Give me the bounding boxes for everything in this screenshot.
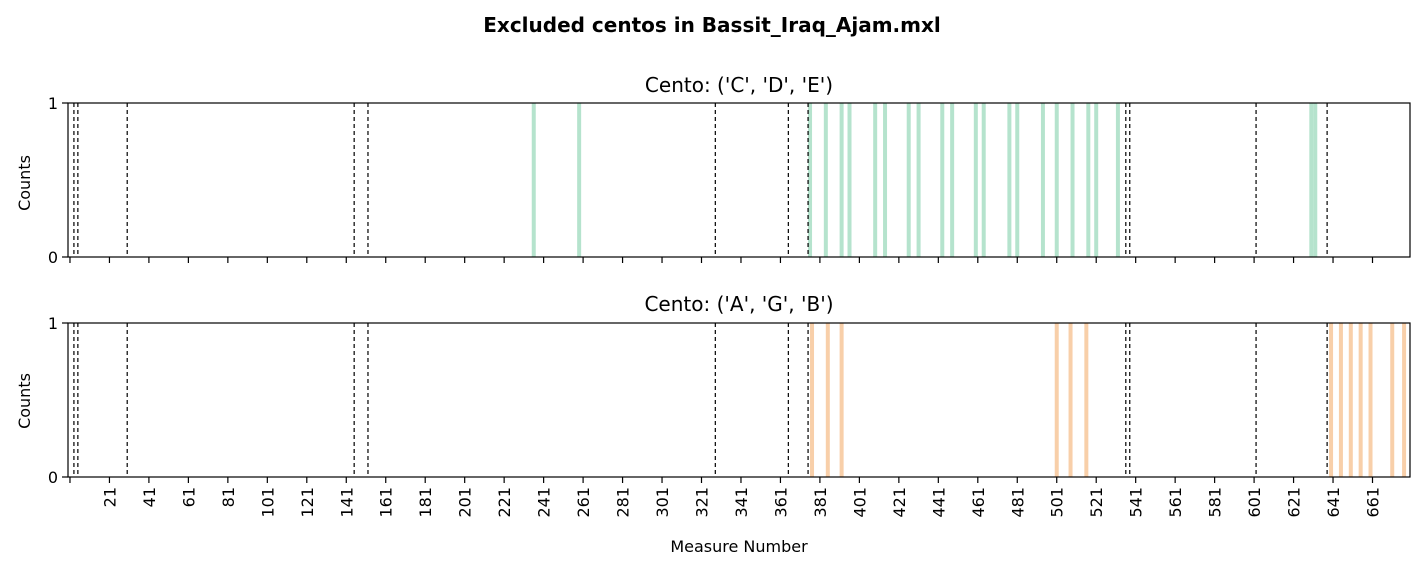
panel-top-bar [1070, 103, 1075, 257]
x-tick-label: 301 [653, 487, 672, 518]
x-tick-label: 541 [1127, 487, 1146, 518]
x-tick-label: 121 [298, 487, 317, 518]
x-tick-label: 61 [179, 487, 198, 507]
x-tick-label: 281 [614, 487, 633, 518]
panel-top-bar [873, 103, 878, 257]
panel-bottom-bar [1348, 323, 1353, 477]
x-tick-label: 161 [377, 487, 396, 518]
panel-bottom-bar [1084, 323, 1089, 477]
panel-top-bar [1115, 103, 1120, 257]
panel-top: Cento: ('C', 'D', 'E') Counts 01 [15, 73, 1411, 267]
x-tick-label: 361 [771, 487, 790, 518]
x-tick-label: 81 [219, 487, 238, 507]
panel-bottom-ylabel: Counts [15, 373, 34, 429]
panel-top-bar [1309, 103, 1314, 257]
panel-top-title: Cento: ('C', 'D', 'E') [645, 73, 833, 97]
panel-top-bar [847, 103, 852, 257]
x-tick-label: 321 [693, 487, 712, 518]
panel-bottom-x-ticks: 21 41 61 81 101 121 141 161 181 201 221 241 261 281 30… [69, 477, 1383, 518]
x-tick-label: 521 [1087, 487, 1106, 518]
panel-bottom-y-axis: 01 [48, 314, 68, 487]
panel-top-y-axis: 01 [48, 94, 68, 267]
panel-bottom-bar [1368, 323, 1373, 477]
x-tick-label: 41 [140, 487, 159, 507]
panel-top-bar [1007, 103, 1012, 257]
x-tick-label: 501 [1048, 487, 1067, 518]
x-tick-label: 561 [1166, 487, 1185, 518]
panel-top-bar [950, 103, 955, 257]
x-tick-label: 421 [890, 487, 909, 518]
panel-top-bar [1040, 103, 1045, 257]
panel-top-section-lines [73, 103, 1328, 257]
panel-top-bar [916, 103, 921, 257]
figure-title: Excluded centos in Bassit_Iraq_Ajam.mxl [483, 13, 941, 37]
panel-top-bar [823, 103, 828, 257]
x-tick-label: 21 [100, 487, 119, 507]
x-tick-label: 241 [535, 487, 554, 518]
panel-top-ylabel: Counts [15, 155, 34, 211]
panel-top-frame [67, 102, 1411, 258]
panel-bottom-bar [1338, 323, 1343, 477]
x-tick-label: 621 [1285, 487, 1304, 518]
panel-bottom-bar [810, 323, 815, 477]
panel-top-bar [839, 103, 844, 257]
panel-top-bar [577, 103, 582, 257]
panel-bottom-bar [1390, 323, 1395, 477]
panel-bottom-title: Cento: ('A', 'G', 'B') [644, 292, 833, 316]
panel-top-bar [940, 103, 945, 257]
panel-top-bar [883, 103, 888, 257]
panel-top-bar [1094, 103, 1099, 257]
x-tick-label: 381 [811, 487, 830, 518]
x-tick-label: 101 [258, 487, 277, 518]
x-tick-label: 221 [495, 487, 514, 518]
x-tick-label: 661 [1364, 487, 1383, 518]
panel-top-bar [981, 103, 986, 257]
panel-bottom-bar [825, 323, 830, 477]
x-axis-label: Measure Number [670, 537, 808, 556]
panel-top-x-ticks [69, 257, 1374, 263]
panel-bottom-bar [1402, 323, 1407, 477]
x-tick-label: 341 [732, 487, 751, 518]
y-tick-label: 0 [48, 248, 58, 267]
panel-bottom-bars [810, 323, 1407, 477]
x-tick-label: 461 [969, 487, 988, 518]
y-tick-label: 1 [48, 314, 58, 333]
y-tick-label: 1 [48, 94, 58, 113]
x-tick-label: 261 [574, 487, 593, 518]
panel-top-bar [1054, 103, 1059, 257]
x-tick-label: 581 [1206, 487, 1225, 518]
panel-bottom-bar [1054, 323, 1059, 477]
panel-top-bar [973, 103, 978, 257]
panel-top-bar [1086, 103, 1091, 257]
panel-bottom-bar [1358, 323, 1363, 477]
panel-bottom-bar [1329, 323, 1334, 477]
x-tick-label: 481 [1008, 487, 1027, 518]
panel-top-bar [808, 103, 813, 257]
panel-top-bar [1313, 103, 1318, 257]
x-tick-label: 401 [850, 487, 869, 518]
x-tick-label: 601 [1245, 487, 1264, 518]
panel-bottom-bar [839, 323, 844, 477]
x-tick-label: 181 [416, 487, 435, 518]
y-tick-label: 0 [48, 468, 58, 487]
x-tick-label: 201 [456, 487, 475, 518]
panel-bottom-bar [1068, 323, 1073, 477]
panel-top-bar [531, 103, 536, 257]
panel-top-bars [531, 103, 1318, 257]
panel-top-bar [906, 103, 911, 257]
panel-bottom: Cento: ('A', 'G', 'B') Counts 01 21 41 61 8… [15, 292, 1411, 518]
panel-bottom-frame [67, 322, 1411, 478]
x-tick-label: 441 [929, 487, 948, 518]
x-tick-label: 141 [337, 487, 356, 518]
panel-bottom-section-lines [73, 323, 1328, 477]
x-tick-label: 641 [1324, 487, 1343, 518]
panel-top-bar [1015, 103, 1020, 257]
